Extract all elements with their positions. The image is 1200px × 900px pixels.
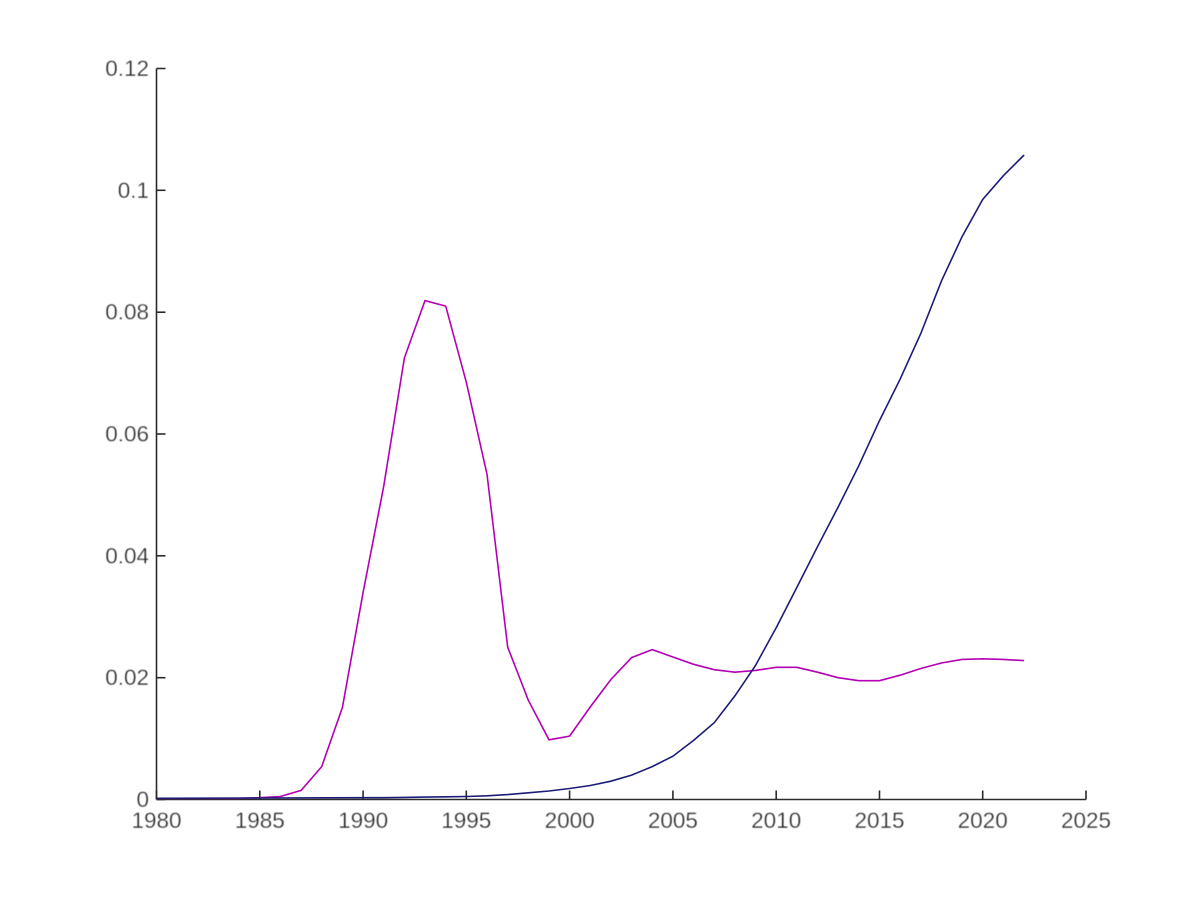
svg-text:1985: 1985 bbox=[235, 808, 285, 833]
svg-text:1980: 1980 bbox=[131, 808, 181, 833]
svg-text:2020: 2020 bbox=[958, 808, 1008, 833]
svg-text:2000: 2000 bbox=[545, 808, 595, 833]
svg-text:1990: 1990 bbox=[338, 808, 388, 833]
svg-text:0: 0 bbox=[136, 787, 149, 812]
svg-text:2005: 2005 bbox=[648, 808, 698, 833]
svg-text:0.12: 0.12 bbox=[105, 56, 149, 81]
svg-text:2025: 2025 bbox=[1061, 808, 1111, 833]
svg-text:0.02: 0.02 bbox=[105, 665, 149, 690]
svg-text:1995: 1995 bbox=[441, 808, 491, 833]
svg-text:2015: 2015 bbox=[854, 808, 904, 833]
svg-text:0.1: 0.1 bbox=[118, 178, 149, 203]
svg-text:0.08: 0.08 bbox=[105, 300, 149, 325]
svg-text:0.06: 0.06 bbox=[105, 422, 149, 447]
svg-text:0.04: 0.04 bbox=[105, 543, 149, 568]
svg-text:2010: 2010 bbox=[751, 808, 801, 833]
